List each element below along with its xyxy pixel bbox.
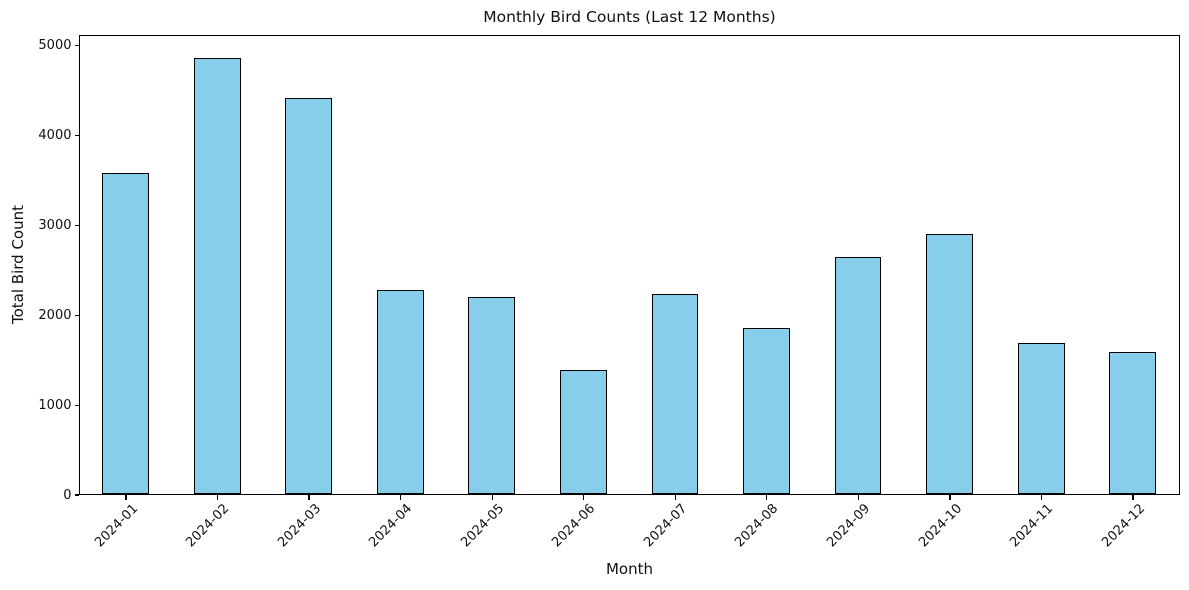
x-tick-mark <box>583 495 585 500</box>
x-tick-label: 2024-04 <box>366 501 416 551</box>
y-tick-label: 5000 <box>38 38 72 54</box>
x-tick-label: 2024-12 <box>1098 501 1148 551</box>
y-tick-mark <box>74 404 79 406</box>
bar-2024-12 <box>1109 351 1157 494</box>
bar-2024-03 <box>285 98 333 494</box>
x-tick-mark <box>1132 495 1134 500</box>
chart-title: Monthly Bird Counts (Last 12 Months) <box>483 8 776 26</box>
bar-2024-06 <box>560 370 607 494</box>
x-tick-mark <box>308 495 310 500</box>
bar-2024-02 <box>193 58 241 494</box>
x-tick-label: 2024-08 <box>732 501 782 551</box>
x-tick-mark <box>125 495 127 500</box>
x-tick-label: 2024-05 <box>458 501 508 551</box>
y-tick-label: 2000 <box>38 307 72 323</box>
y-tick-label: 0 <box>63 487 72 503</box>
y-tick-label: 3000 <box>38 217 72 233</box>
y-tick-mark <box>74 494 79 496</box>
x-tick-label: 2024-07 <box>641 501 691 551</box>
bar-2024-11 <box>1017 343 1065 494</box>
x-axis-label: Month <box>605 560 653 578</box>
x-tick-label: 2024-06 <box>549 501 599 551</box>
bar-2024-08 <box>743 327 790 494</box>
plot-area <box>79 35 1180 495</box>
x-tick-label: 2024-10 <box>915 501 965 551</box>
x-tick-label: 2024-01 <box>91 501 141 551</box>
x-tick-mark <box>1040 495 1043 500</box>
x-tick-mark <box>857 495 859 500</box>
bar-2024-07 <box>651 293 699 494</box>
y-tick-label: 4000 <box>38 128 72 144</box>
x-tick-mark <box>216 495 219 500</box>
x-tick-label: 2024-02 <box>183 501 233 551</box>
x-tick-mark <box>674 495 676 500</box>
y-tick-mark <box>74 224 79 227</box>
bar-2024-05 <box>468 297 516 494</box>
x-tick-label: 2024-09 <box>824 501 874 551</box>
x-tick-label: 2024-03 <box>275 501 325 551</box>
x-tick-mark <box>491 495 493 500</box>
bar-2024-10 <box>926 234 973 494</box>
bar-2024-09 <box>834 257 882 494</box>
y-tick-label: 1000 <box>38 397 72 413</box>
y-axis-label: Total Bird Count <box>9 205 27 325</box>
bar-2024-04 <box>376 290 424 494</box>
x-tick-label: 2024-11 <box>1007 501 1057 551</box>
bars-container <box>80 36 1179 494</box>
bar-2024-01 <box>102 173 150 494</box>
y-tick-mark <box>74 134 79 137</box>
x-tick-mark <box>400 495 402 500</box>
x-tick-mark <box>949 495 951 500</box>
y-tick-mark <box>74 314 79 316</box>
x-tick-mark <box>766 495 768 500</box>
y-tick-mark <box>74 45 79 47</box>
